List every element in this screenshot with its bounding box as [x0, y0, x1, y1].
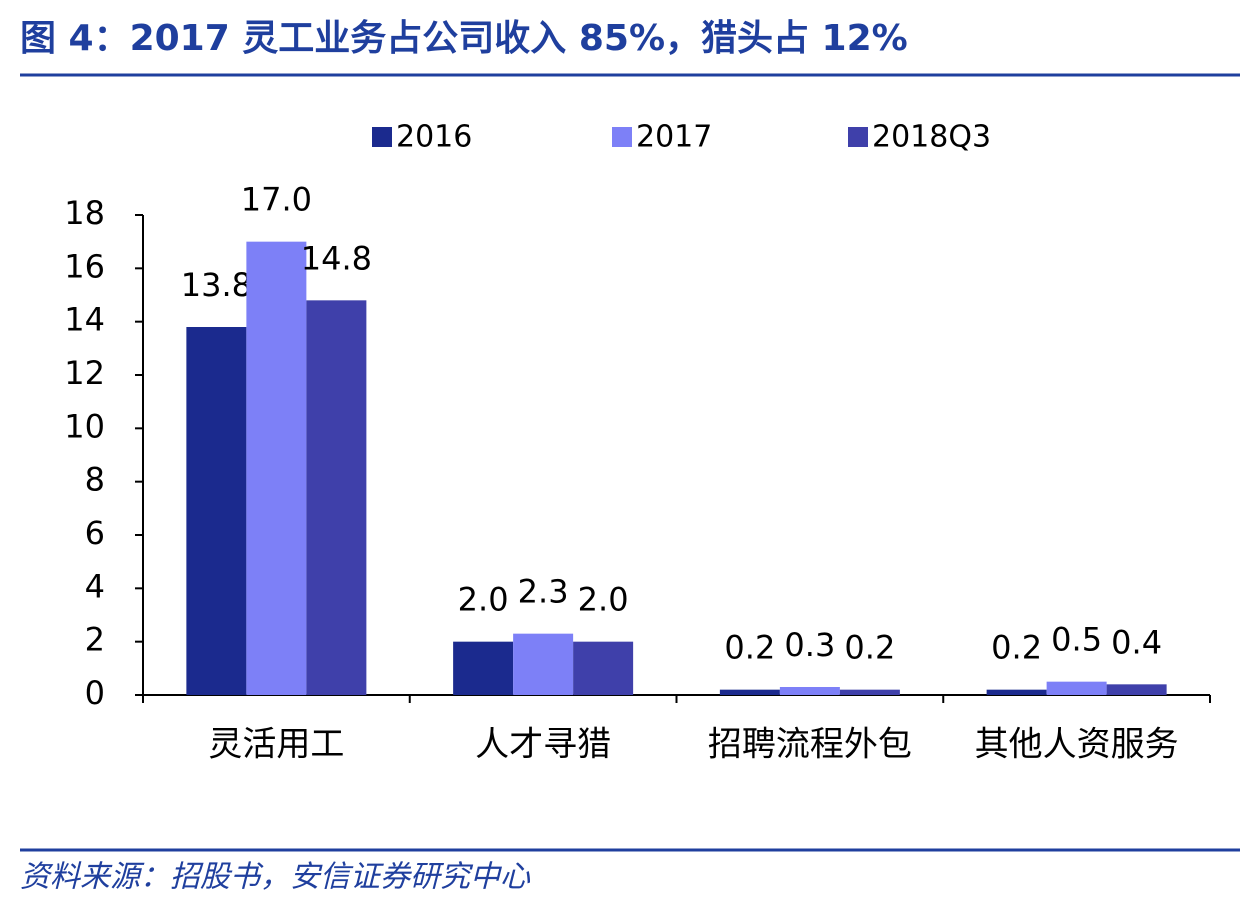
bar	[306, 300, 367, 695]
legend-label: 2016	[396, 120, 472, 155]
bar	[1046, 681, 1107, 695]
value-label: 0.2	[844, 629, 895, 667]
bar	[779, 687, 840, 695]
value-label: 13.8	[181, 266, 252, 304]
bar	[719, 689, 780, 695]
value-label: 0.2	[724, 629, 775, 667]
y-tick-label: 12	[64, 354, 105, 392]
value-label: 14.8	[301, 239, 372, 277]
value-label: 2.0	[578, 581, 629, 619]
y-tick-label: 6	[85, 514, 105, 552]
y-tick-label: 18	[64, 194, 105, 232]
value-label: 2.0	[458, 581, 509, 619]
legend-label: 2018Q3	[872, 120, 991, 155]
y-tick-label: 0	[85, 674, 105, 712]
y-tick-label: 10	[64, 407, 105, 445]
y-tick-label: 16	[64, 247, 105, 285]
y-tick-label: 14	[64, 301, 105, 339]
bar	[513, 633, 574, 695]
x-tick-label: 人才寻猎	[475, 725, 611, 765]
bar	[246, 241, 307, 695]
x-tick-label: 其他人资服务	[975, 725, 1179, 765]
bar	[186, 327, 247, 695]
legend-swatch	[848, 127, 868, 147]
x-tick-label: 招聘流程外包	[708, 725, 912, 765]
bar	[986, 689, 1047, 695]
value-label: 0.5	[1051, 621, 1102, 659]
legend-swatch	[612, 127, 632, 147]
bar	[453, 641, 514, 695]
value-label: 17.0	[241, 181, 312, 219]
y-tick-label: 8	[85, 461, 105, 499]
legend-swatch	[372, 127, 392, 147]
bar	[1106, 684, 1167, 695]
value-label: 0.2	[991, 629, 1042, 667]
legend-label: 2017	[636, 120, 712, 155]
y-tick-label: 4	[85, 567, 105, 605]
value-label: 2.3	[518, 573, 569, 611]
value-label: 0.3	[784, 626, 835, 664]
bar	[839, 689, 900, 695]
x-tick-label: 灵活用工	[208, 725, 344, 765]
source-note: 资料来源：招股书，安信证券研究中心	[20, 860, 531, 895]
bar	[573, 641, 634, 695]
chart-title: 图 4：2017 灵工业务占公司收入 85%，猎头占 12%	[20, 18, 908, 59]
value-label: 0.4	[1111, 623, 1162, 661]
y-tick-label: 2	[85, 621, 105, 659]
